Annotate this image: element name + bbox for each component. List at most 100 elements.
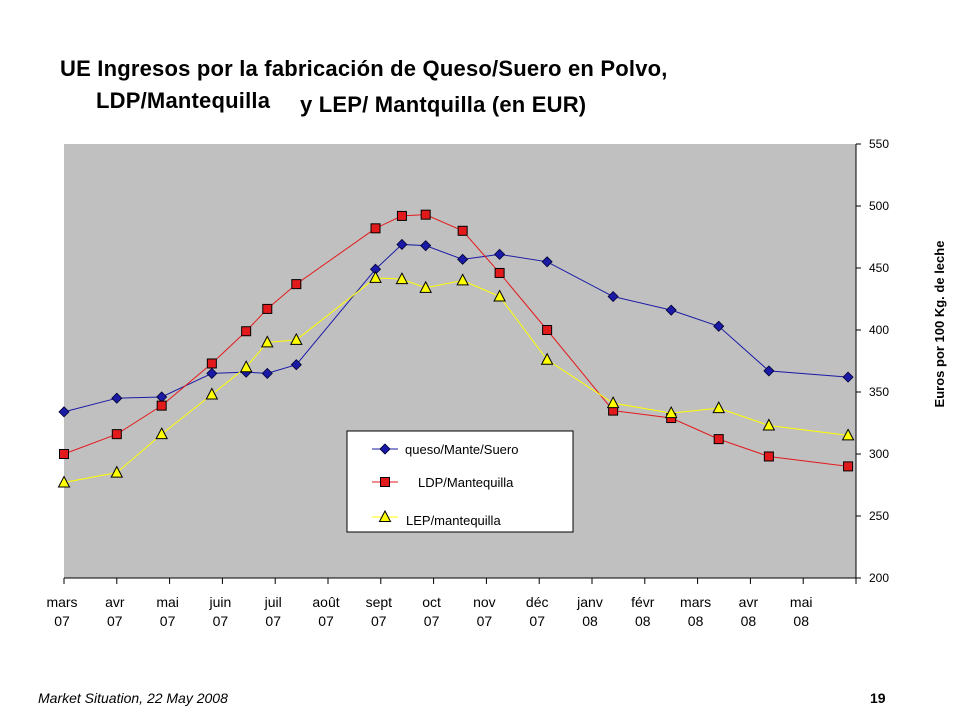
x-tick-label-year: 07 xyxy=(265,613,281,629)
data-point xyxy=(155,427,169,440)
data-point xyxy=(370,223,381,234)
x-tick-label-month: août xyxy=(312,594,339,610)
data-point xyxy=(664,406,678,419)
y-tick-label: 550 xyxy=(869,137,889,151)
series-triangle xyxy=(57,270,855,488)
x-tick-label-year: 07 xyxy=(424,613,440,629)
data-point xyxy=(841,428,855,441)
x-tick-label-month: mars xyxy=(46,594,77,610)
x-tick-label-year: 07 xyxy=(318,613,334,629)
y-tick-label: 450 xyxy=(869,261,889,275)
data-point xyxy=(763,365,775,377)
data-point xyxy=(420,240,432,252)
y-tick-label: 200 xyxy=(869,571,889,585)
data-point xyxy=(763,451,774,462)
axes: 200 250 300 350 400 450 500 550 mars 07 avr 07 mai 07… xyxy=(46,137,889,629)
data-point xyxy=(542,325,553,335)
x-tick-label-month: mars xyxy=(680,594,711,610)
series-line xyxy=(63,214,849,467)
data-point xyxy=(540,352,554,365)
chart-title-line-2a: LDP/Mantequilla xyxy=(96,88,271,113)
y-tick-label: 500 xyxy=(869,199,889,213)
legend: queso/Mante/Suero LDP/Mantequilla LEP/mant… xyxy=(346,430,574,533)
data-point xyxy=(58,406,70,418)
chart-title-line-2b: y LEP/ Mantquilla (en EUR) xyxy=(300,92,587,117)
data-point xyxy=(205,387,219,400)
x-tick-label-year: 07 xyxy=(54,613,70,629)
data-point xyxy=(369,270,382,283)
x-tick-label-year: 07 xyxy=(529,613,545,629)
data-point xyxy=(712,401,726,414)
data-point xyxy=(842,371,854,383)
x-tick-label-month: oct xyxy=(422,594,441,610)
chart-title-line-1: UE Ingresos por la fabricación de Queso/… xyxy=(60,56,668,81)
x-tick-label-month: juil xyxy=(264,594,282,610)
legend-entry-label: LDP/Mantequilla xyxy=(418,475,514,490)
data-point xyxy=(206,367,218,379)
data-point xyxy=(494,248,506,260)
data-point xyxy=(541,256,553,268)
x-tick-label-month: sept xyxy=(366,594,393,610)
x-tick-label-year: 07 xyxy=(371,613,387,629)
series-line xyxy=(63,277,849,484)
data-point xyxy=(494,267,505,278)
x-tick-label-year: 08 xyxy=(582,613,598,629)
x-tick-label-year: 08 xyxy=(741,613,757,629)
legend-marker xyxy=(378,509,392,522)
data-point xyxy=(713,320,725,332)
data-point xyxy=(239,360,253,373)
x-tick-label-year: 08 xyxy=(793,613,809,629)
y-tick-label: 400 xyxy=(869,323,889,337)
data-point xyxy=(262,303,273,314)
x-tick-label-year: 07 xyxy=(107,613,123,629)
data-point xyxy=(111,429,122,440)
x-tick-label-month: janv xyxy=(576,594,603,610)
series-line xyxy=(63,243,849,413)
series-square xyxy=(59,209,854,472)
y-tick-label: 250 xyxy=(869,509,889,523)
x-tick-label-month: déc xyxy=(526,594,549,610)
data-point xyxy=(762,418,776,431)
x-tick-label-month: juin xyxy=(209,594,232,610)
legend-marker xyxy=(380,477,390,487)
y-tick-label: 350 xyxy=(869,385,889,399)
data-point xyxy=(419,280,433,293)
data-point xyxy=(57,475,71,488)
x-tick-label-year: 07 xyxy=(213,613,229,629)
legend-entry-label: queso/Mante/Suero xyxy=(405,442,518,457)
data-point xyxy=(260,335,274,348)
x-tick-label-month: mai xyxy=(790,594,813,610)
data-point xyxy=(290,359,302,371)
footer-source: Market Situation, 22 May 2008 xyxy=(38,690,228,706)
x-tick-label-year: 08 xyxy=(635,613,651,629)
data-point xyxy=(396,238,408,251)
data-point xyxy=(457,253,469,265)
data-point xyxy=(457,225,468,236)
x-tick-label-year: 07 xyxy=(477,613,493,629)
x-tick-label-month: mai xyxy=(156,594,179,610)
data-point xyxy=(396,210,407,221)
x-tick-label-month: avr xyxy=(105,594,125,610)
data-point xyxy=(110,465,124,478)
data-point xyxy=(606,396,620,409)
data-point xyxy=(665,304,677,316)
data-point xyxy=(241,326,252,337)
page-number: 19 xyxy=(870,690,886,706)
data-point xyxy=(493,289,506,302)
legend-marker xyxy=(379,443,391,455)
data-point xyxy=(713,434,724,445)
data-point xyxy=(261,367,273,379)
x-tick-label-month: févr xyxy=(631,594,655,610)
x-tick-label-year: 08 xyxy=(688,613,704,629)
data-point xyxy=(395,272,409,285)
data-point xyxy=(59,449,69,459)
data-point xyxy=(111,392,123,404)
data-point xyxy=(291,279,302,290)
data-point xyxy=(843,461,854,472)
line-chart: 200 250 300 350 400 450 500 550 mars 07 avr 07 mai 07… xyxy=(46,137,947,629)
series-layer xyxy=(57,209,855,488)
y-axis-label: Euros por 100 Kg. de leche xyxy=(932,241,947,408)
data-point xyxy=(456,273,469,286)
data-point xyxy=(156,400,167,411)
y-tick-label: 300 xyxy=(869,447,889,461)
